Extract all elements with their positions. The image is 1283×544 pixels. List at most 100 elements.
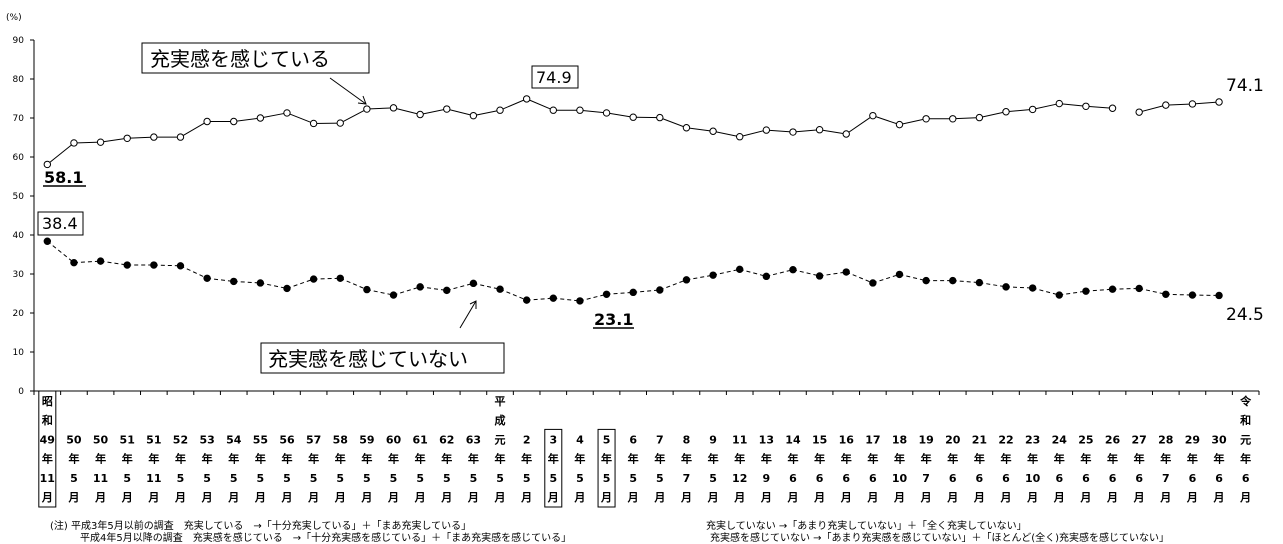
x-tick-label: 月: [973, 491, 985, 504]
x-tick-label: 月: [334, 491, 346, 504]
series-segment: [367, 290, 394, 295]
series-point: [310, 120, 316, 126]
x-tick-label: 年: [441, 452, 452, 466]
x-tick-label: 6: [1215, 472, 1223, 485]
series-point: [444, 287, 450, 293]
series-point: [1003, 284, 1009, 290]
x-tick-label: 5: [203, 472, 211, 485]
series-point: [390, 292, 396, 298]
x-tick-label: 5: [310, 472, 318, 485]
series-point: [843, 131, 849, 137]
series-segment: [500, 99, 527, 110]
x-tick-label: 月: [1079, 491, 1091, 504]
x-tick-label: 16: [839, 433, 855, 446]
x-tick-label: 24: [1052, 433, 1068, 446]
x-tick-label: 年: [601, 452, 612, 466]
x-tick-label: 6: [842, 472, 850, 485]
series-segment: [1059, 291, 1086, 295]
series-segment: [234, 281, 261, 283]
series-point: [577, 107, 583, 113]
x-tick-label: 年: [761, 452, 772, 466]
x-tick-label: 5: [336, 472, 344, 485]
y-tick-label: 30: [13, 270, 25, 280]
x-tick-label: 51: [146, 433, 161, 446]
x-tick-label: 年: [228, 452, 239, 466]
x-tick-label: 59: [359, 433, 374, 446]
series-point: [71, 140, 77, 146]
series-segment: [1166, 104, 1193, 105]
x-tick-label: 昭: [42, 395, 53, 408]
series-segment: [473, 110, 500, 115]
x-tick-label: 月: [707, 491, 719, 504]
x-tick-label: 5: [443, 472, 451, 485]
series-point: [870, 280, 876, 286]
x-tick-label: 月: [813, 491, 825, 504]
x-tick-label: 10: [892, 472, 908, 485]
series-segment: [607, 292, 634, 294]
x-tick-label: 月: [1213, 491, 1225, 504]
x-tick-label: 月: [41, 491, 53, 504]
series-point: [923, 116, 929, 122]
series-segment: [180, 266, 207, 278]
x-tick-label: 年: [148, 452, 159, 466]
x-tick-label: 月: [893, 491, 905, 504]
series-point: [816, 127, 822, 133]
series-segment: [580, 110, 607, 113]
series-point: [151, 262, 157, 268]
series-point: [1163, 291, 1169, 297]
series-point: [44, 161, 50, 167]
x-tick-label: 成: [495, 413, 506, 427]
series-segment: [660, 280, 687, 290]
x-tick-label: 6: [789, 472, 797, 485]
x-tick-label: 年: [1240, 452, 1251, 466]
series-segment: [607, 113, 634, 117]
series1-label: 充実感を感じている: [150, 47, 330, 71]
x-tick-label: 年: [814, 452, 825, 466]
series-point: [204, 275, 210, 281]
series-point: [710, 128, 716, 134]
x-tick-label: 月: [1186, 491, 1198, 504]
series-point: [1109, 286, 1115, 292]
series-point: [364, 286, 370, 292]
series-point: [550, 107, 556, 113]
series-point: [1216, 292, 1222, 298]
x-tick-label: 15: [812, 433, 827, 446]
x-tick-label: 63: [466, 433, 481, 446]
series1-arrow: [330, 78, 366, 104]
series-segment: [740, 130, 767, 137]
x-tick-label: 9: [709, 433, 717, 446]
x-tick-label: 9: [763, 472, 771, 485]
x-tick-label: 年: [1027, 452, 1038, 466]
series-point: [763, 273, 769, 279]
x-tick-label: 5: [70, 472, 78, 485]
series-point: [231, 118, 237, 124]
series-segment: [580, 294, 607, 301]
series-point: [523, 297, 529, 303]
x-tick-label: 7: [1162, 472, 1170, 485]
x-tick-label: 月: [866, 491, 878, 504]
x-tick-label: 年: [175, 452, 186, 466]
series-segment: [420, 287, 447, 291]
series-point: [657, 287, 663, 293]
x-tick-label: 5: [230, 472, 238, 485]
series-segment: [101, 138, 128, 142]
series-segment: [686, 128, 713, 132]
x-tick-label: 62: [439, 433, 454, 446]
x-tick-label: 年: [415, 452, 426, 466]
x-tick-label: 6: [629, 433, 637, 446]
x-tick-label: 年: [681, 452, 692, 466]
series-point: [950, 116, 956, 122]
series-point: [1083, 103, 1089, 109]
series-point: [151, 134, 157, 140]
series-point: [1083, 288, 1089, 294]
x-tick-label: 年: [734, 452, 745, 466]
series-segment: [633, 290, 660, 292]
series-segment: [234, 118, 261, 122]
x-tick-label: 年: [335, 452, 346, 466]
s2-first-value: 38.4: [42, 214, 78, 233]
series-point: [577, 298, 583, 304]
series-segment: [47, 143, 74, 164]
x-tick-label: 6: [1189, 472, 1197, 485]
series-segment: [74, 142, 101, 143]
x-tick-label: 5: [390, 472, 398, 485]
